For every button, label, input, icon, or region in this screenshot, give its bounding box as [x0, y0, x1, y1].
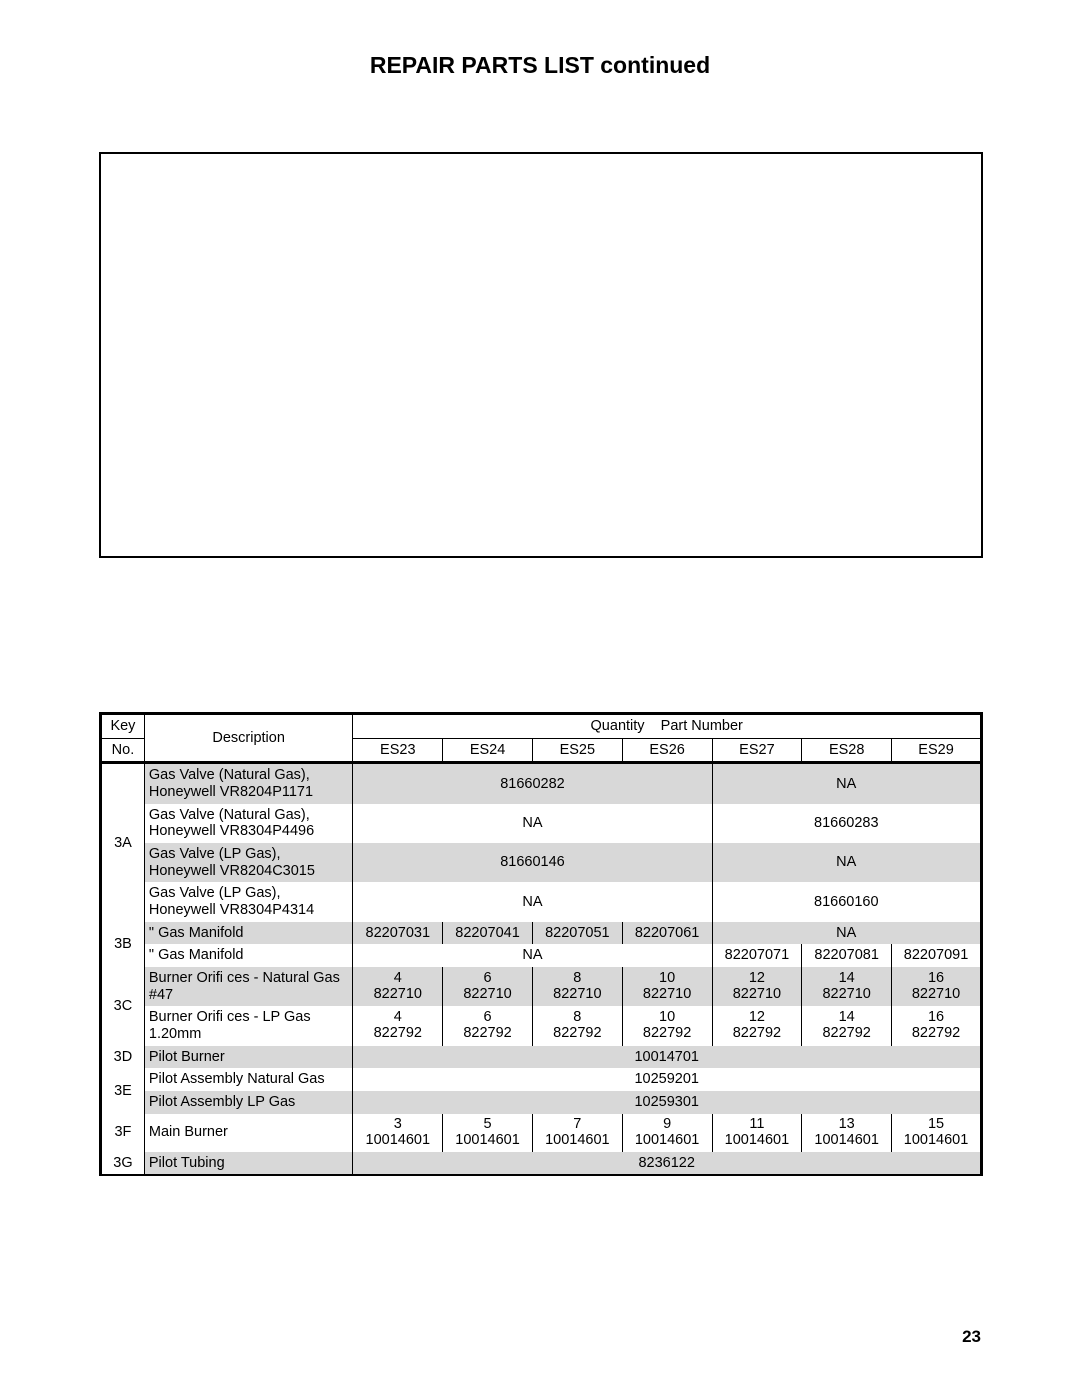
key-no-cell: 3E [101, 1068, 145, 1113]
description-cell: Pilot Burner [144, 1046, 353, 1069]
table-row: Gas Valve (LP Gas), Honeywell VR8304P431… [101, 882, 982, 921]
table-row: 3DPilot Burner10014701 [101, 1046, 982, 1069]
part-cell: NA [712, 763, 981, 804]
part-cell: 8236122 [353, 1152, 982, 1176]
key-no-cell: 3C [101, 967, 145, 1046]
description-cell: " Gas Manifold [144, 944, 353, 967]
part-cell: 1110014601 [712, 1114, 802, 1152]
part-cell: 6822710 [443, 967, 533, 1006]
table-row: 3EPilot Assembly Natural Gas10259201 [101, 1068, 982, 1091]
part-cell: 14822710 [802, 967, 892, 1006]
col-qtypart-label: Quantity Part Number [353, 714, 982, 739]
part-cell: 82207051 [532, 922, 622, 945]
parts-table-wrap: Key Description Quantity Part Number No.… [99, 712, 983, 1176]
description-cell: Gas Valve (LP Gas), Honeywell VR8304P431… [144, 882, 353, 921]
part-cell: 82207041 [443, 922, 533, 945]
part-cell: 4822792 [353, 1006, 443, 1045]
part-cell: 82207091 [892, 944, 982, 967]
part-cell: 82207081 [802, 944, 892, 967]
part-cell: 82207061 [622, 922, 712, 945]
table-row: 3CBurner Orifi ces - Natural Gas #474822… [101, 967, 982, 1006]
part-cell: 14822792 [802, 1006, 892, 1045]
description-cell: Gas Valve (LP Gas), Honeywell VR8204C301… [144, 843, 353, 882]
part-cell: 10259301 [353, 1091, 982, 1114]
col-key-label-line1: Key [101, 714, 145, 739]
part-cell: 81660282 [353, 763, 712, 804]
part-cell: 16822792 [892, 1006, 982, 1045]
key-no-cell: 3G [101, 1152, 145, 1176]
part-cell: NA [712, 843, 981, 882]
part-cell: 82207031 [353, 922, 443, 945]
table-row: 3B" Gas Manifold822070318220704182207051… [101, 922, 982, 945]
part-cell: 12822710 [712, 967, 802, 1006]
description-cell: Pilot Assembly Natural Gas [144, 1068, 353, 1091]
part-cell: 310014601 [353, 1114, 443, 1152]
col-key-label-line2: No. [101, 738, 145, 763]
description-cell: Burner Orifi ces - Natural Gas #47 [144, 967, 353, 1006]
part-cell: NA [353, 882, 712, 921]
table-row: Pilot Assembly LP Gas10259301 [101, 1091, 982, 1114]
key-no-cell: 3B [101, 922, 145, 967]
description-cell: Main Burner [144, 1114, 353, 1152]
key-no-cell: 3A [101, 763, 145, 922]
part-cell: 710014601 [532, 1114, 622, 1152]
part-cell: 10822710 [622, 967, 712, 1006]
model-header: ES27 [712, 738, 802, 763]
diagram-placeholder-box [99, 152, 983, 558]
part-cell: 4822710 [353, 967, 443, 1006]
part-cell: 10259201 [353, 1068, 982, 1091]
part-cell: 81660283 [712, 804, 981, 843]
description-cell: Gas Valve (Natural Gas), Honeywell VR830… [144, 804, 353, 843]
part-cell: 81660160 [712, 882, 981, 921]
model-header: ES23 [353, 738, 443, 763]
table-row: 3GPilot Tubing8236122 [101, 1152, 982, 1176]
page-number: 23 [962, 1327, 981, 1347]
part-cell: 82207071 [712, 944, 802, 967]
qtypart-l2: Part Number [661, 718, 743, 734]
model-header: ES24 [443, 738, 533, 763]
part-cell: 12822792 [712, 1006, 802, 1045]
part-cell: NA [353, 944, 712, 967]
model-header: ES29 [892, 738, 982, 763]
part-cell: 1510014601 [892, 1114, 982, 1152]
table-row: Gas Valve (Natural Gas), Honeywell VR830… [101, 804, 982, 843]
model-header: ES26 [622, 738, 712, 763]
key-no-cell: 3D [101, 1046, 145, 1069]
part-cell: 510014601 [443, 1114, 533, 1152]
col-description-label: Description [144, 714, 353, 763]
model-header: ES25 [532, 738, 622, 763]
part-cell: NA [353, 804, 712, 843]
description-cell: Burner Orifi ces - LP Gas 1.20mm [144, 1006, 353, 1045]
description-cell: Pilot Assembly LP Gas [144, 1091, 353, 1114]
key-no-cell: 3F [101, 1114, 145, 1152]
part-cell: 8822710 [532, 967, 622, 1006]
part-cell: 910014601 [622, 1114, 712, 1152]
part-cell: 10822792 [622, 1006, 712, 1045]
description-cell: Gas Valve (Natural Gas), Honeywell VR820… [144, 763, 353, 804]
part-cell: 1310014601 [802, 1114, 892, 1152]
parts-table-body: 3AGas Valve (Natural Gas), Honeywell VR8… [101, 763, 982, 1175]
page: REPAIR PARTS LIST continued Key Descript… [0, 0, 1080, 1397]
part-cell: NA [712, 922, 981, 945]
part-cell: 10014701 [353, 1046, 982, 1069]
description-cell: " Gas Manifold [144, 922, 353, 945]
table-row: 3AGas Valve (Natural Gas), Honeywell VR8… [101, 763, 982, 804]
page-title: REPAIR PARTS LIST continued [0, 0, 1080, 79]
description-cell: Pilot Tubing [144, 1152, 353, 1176]
table-row: 3FMain Burner310014601510014601710014601… [101, 1114, 982, 1152]
part-cell: 16822710 [892, 967, 982, 1006]
qtypart-l1: Quantity [591, 718, 645, 734]
table-row: Gas Valve (LP Gas), Honeywell VR8204C301… [101, 843, 982, 882]
parts-table: Key Description Quantity Part Number No.… [99, 712, 983, 1176]
table-row: Burner Orifi ces - LP Gas 1.20mm48227926… [101, 1006, 982, 1045]
table-row: " Gas ManifoldNA822070718220708182207091 [101, 944, 982, 967]
part-cell: 8822792 [532, 1006, 622, 1045]
part-cell: 6822792 [443, 1006, 533, 1045]
table-header-row: Key Description Quantity Part Number [101, 714, 982, 739]
part-cell: 81660146 [353, 843, 712, 882]
model-header: ES28 [802, 738, 892, 763]
